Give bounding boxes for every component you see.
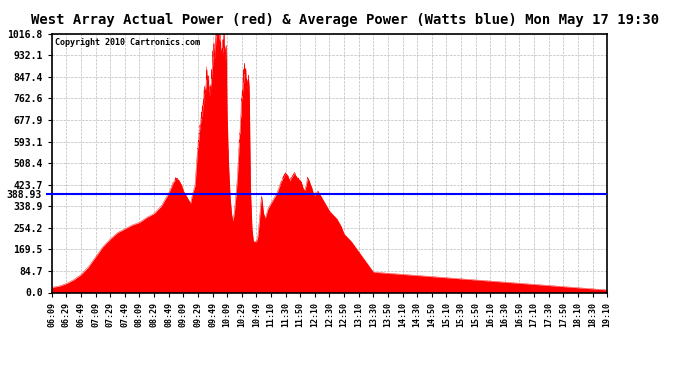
Text: West Array Actual Power (red) & Average Power (Watts blue) Mon May 17 19:30: West Array Actual Power (red) & Average … <box>31 13 659 27</box>
Text: Copyright 2010 Cartronics.com: Copyright 2010 Cartronics.com <box>55 38 199 46</box>
